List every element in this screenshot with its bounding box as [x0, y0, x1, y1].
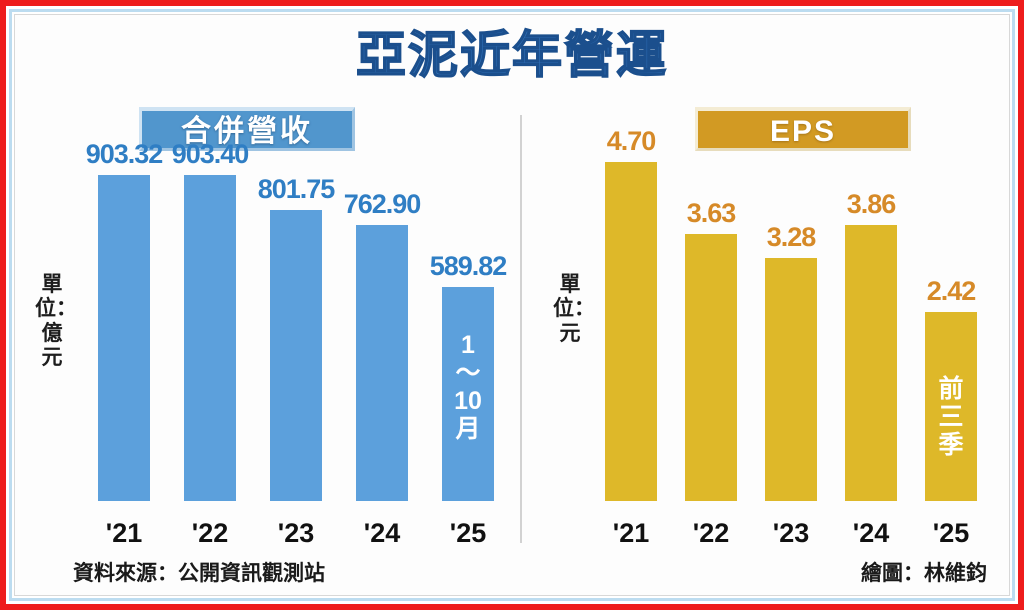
- bar-slot: 4.70 '21: [591, 126, 671, 548]
- bar-value: 903.40: [171, 139, 250, 169]
- bar: [356, 225, 408, 501]
- bar: [98, 175, 150, 501]
- bar-slot: 3.86 '24: [831, 131, 911, 548]
- y-axis-unit-revenue: 單位：億元: [35, 273, 77, 370]
- x-tick-label: '25: [449, 518, 487, 548]
- chart-canvas: 亞泥近年營運 合併營收 單位：億元 903.32 '21 903.40 '22 …: [14, 14, 1010, 596]
- x-tick-label: '24: [363, 518, 401, 548]
- bar-slot: 589.82 1～10月 '25: [425, 131, 511, 548]
- bar: [845, 225, 897, 501]
- bar-slot: 2.42 前三季 '25: [911, 131, 991, 548]
- bar-slot: 903.40 '22: [167, 131, 253, 548]
- footer-source: 資料來源：公開資訊觀測站: [73, 562, 325, 585]
- panel-eps: EPS 單位：元 4.70 '21 3.63 '22 3.28 '23: [523, 93, 1007, 563]
- panel-revenue: 合併營收 單位：億元 903.32 '21 903.40 '22 801.75 …: [19, 93, 519, 563]
- bar-annotation: 前三季: [938, 375, 964, 459]
- bar-slot: 3.28 '23: [751, 131, 831, 548]
- badge-eps: EPS: [695, 107, 911, 151]
- x-tick-label: '22: [191, 518, 229, 548]
- bar-annotation: 1～10月: [454, 331, 482, 443]
- x-tick-label: '21: [105, 518, 143, 548]
- bar-value: 2.42: [926, 276, 977, 306]
- x-tick-label: '23: [772, 518, 810, 548]
- bar: [270, 210, 322, 501]
- y-axis-unit-eps: 單位：元: [553, 273, 595, 345]
- bar-value: 903.32: [85, 139, 164, 169]
- bar-value: 4.70: [606, 126, 657, 156]
- plot-eps: 4.70 '21 3.63 '22 3.28 '23 3.86: [591, 126, 991, 548]
- bar: [605, 162, 657, 501]
- bar: [685, 234, 737, 501]
- panel-divider: [520, 115, 522, 543]
- bar: [925, 312, 977, 501]
- bar: [442, 287, 494, 501]
- footer-credit: 繪圖：林維鈞: [861, 562, 987, 585]
- x-tick-label: '22: [692, 518, 730, 548]
- bar-value: 801.75: [257, 174, 336, 204]
- page-title: 亞泥近年營運: [355, 27, 668, 83]
- bar-value: 3.86: [846, 189, 897, 219]
- x-tick-label: '24: [852, 518, 890, 548]
- bar: [184, 175, 236, 501]
- badge-revenue: 合併營收: [139, 107, 355, 151]
- bar-slot: 3.63 '22: [671, 131, 751, 548]
- x-tick-label: '21: [612, 518, 650, 548]
- bar-slot: 801.75 '23: [253, 131, 339, 548]
- bar-value: 589.82: [429, 251, 508, 281]
- bar: [765, 258, 817, 501]
- footer: 資料來源：公開資訊觀測站 繪圖：林維鈞: [15, 553, 1009, 587]
- bar-value: 762.90: [343, 189, 422, 219]
- bar-value: 3.63: [686, 198, 737, 228]
- plot-revenue: 903.32 '21 903.40 '22 801.75 '23 762.90: [81, 131, 513, 548]
- bar-slot: 903.32 '21: [81, 131, 167, 548]
- x-tick-label: '25: [932, 518, 970, 548]
- bar-value: 3.28: [766, 222, 817, 252]
- x-tick-label: '23: [277, 518, 315, 548]
- bar-slot: 762.90 '24: [339, 131, 425, 548]
